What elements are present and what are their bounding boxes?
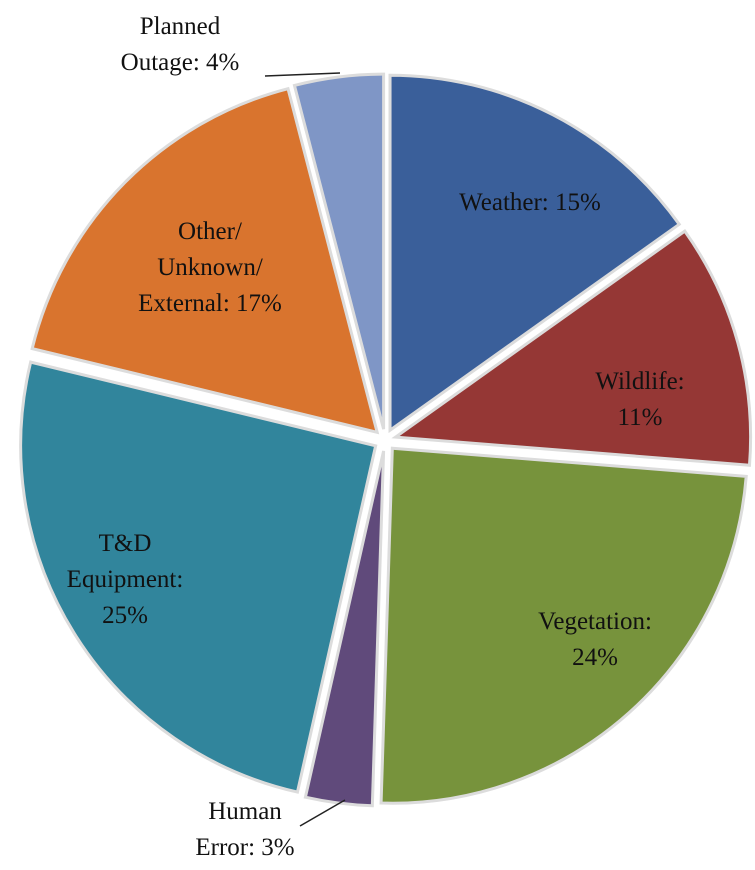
slice-label: Wildlife: 11%	[595, 368, 685, 431]
leader-line	[264, 72, 341, 77]
pie-slice	[30, 86, 380, 435]
slice-label: Planned Outage: 4%	[120, 13, 240, 76]
pie-slice	[388, 73, 682, 434]
pie-slice	[292, 72, 386, 430]
slice-label: Weather: 15%	[459, 189, 601, 216]
slice-label: T&D Equipment: 25%	[66, 530, 184, 629]
slice-label: Human Error: 3%	[195, 798, 295, 861]
pie-slice	[379, 446, 748, 805]
leader-line	[299, 799, 346, 827]
slice-label: Vegetation: 24%	[538, 608, 652, 671]
slice-label: Other/ Unknown/ External: 17%	[138, 218, 282, 317]
pie-slice	[19, 360, 378, 794]
pie-slice	[391, 229, 753, 467]
